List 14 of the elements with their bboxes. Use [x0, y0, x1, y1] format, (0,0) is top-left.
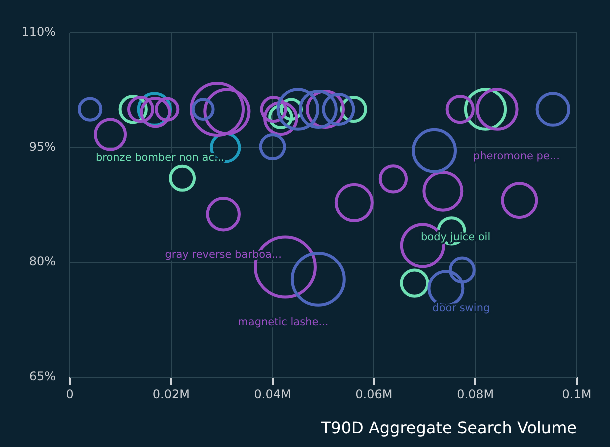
- y-tick-label: 65%: [29, 370, 56, 384]
- x-tick-label: 0.08M: [457, 388, 494, 402]
- annotation: pheromone pe...: [473, 150, 560, 163]
- x-tick-label: 0.04M: [254, 388, 292, 402]
- annotation: magnetic lashe...: [238, 316, 329, 329]
- y-tick-label: 95%: [29, 140, 56, 154]
- y-tick-label: 80%: [29, 254, 56, 269]
- x-tick-label: 0.1M: [562, 388, 592, 402]
- x-tick-label: 0.06M: [356, 388, 393, 402]
- x-axis-title: T90D Aggregate Search Volume: [320, 418, 577, 438]
- y-tick-label: 110%: [22, 25, 56, 40]
- x-tick-label: 0.02M: [152, 388, 190, 402]
- x-tick-label: 0: [66, 388, 74, 402]
- annotation: door swing: [432, 302, 490, 314]
